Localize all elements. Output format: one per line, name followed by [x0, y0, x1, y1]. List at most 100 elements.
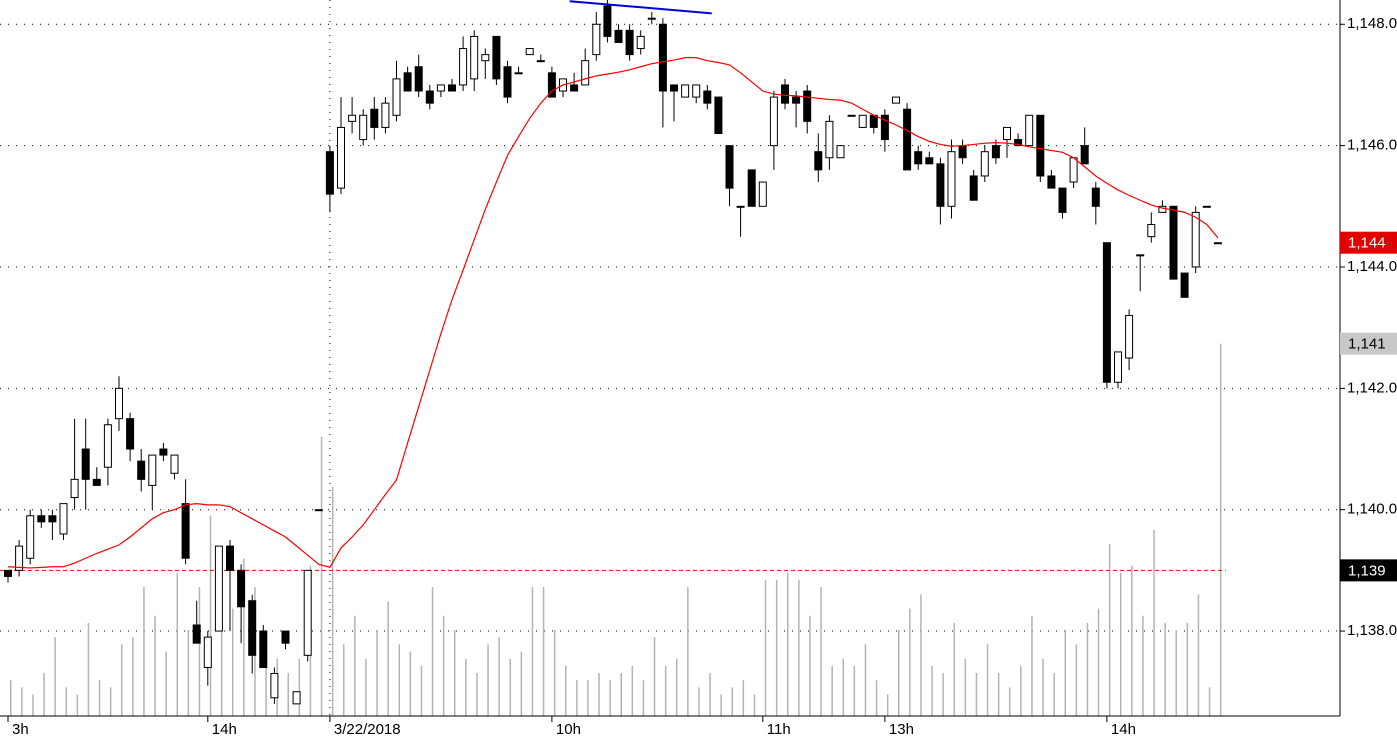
candle-body	[747, 169, 756, 207]
volume-bar	[1153, 529, 1155, 716]
volume-bar	[154, 615, 156, 716]
candle-body	[1047, 175, 1056, 189]
x-tick-label: 10h	[556, 721, 581, 738]
y-tick-label: 1,144.0	[1347, 258, 1397, 275]
volume-bar	[997, 673, 1000, 716]
volume-bar	[664, 665, 667, 716]
volume-bar	[65, 687, 67, 716]
volume-bar	[165, 651, 167, 716]
volume-bar	[709, 673, 711, 716]
candle-body	[703, 90, 712, 104]
candle-body	[1147, 224, 1156, 238]
candle-body	[15, 545, 24, 571]
candle-body	[270, 673, 279, 699]
volume-bar	[454, 630, 456, 716]
candle-body	[1091, 187, 1100, 207]
candle-body	[1080, 145, 1089, 165]
candle-body	[670, 84, 678, 92]
volume-bar	[731, 687, 733, 716]
volume-bar	[787, 572, 789, 716]
volume-bar	[853, 665, 856, 716]
candle-body	[192, 624, 201, 644]
candle-body	[159, 448, 168, 456]
candle-body	[980, 151, 989, 177]
candle-body	[825, 120, 834, 159]
candle-body	[92, 478, 101, 486]
volume-bar	[132, 637, 134, 716]
candle-body	[1069, 157, 1078, 183]
candle-body	[925, 157, 934, 165]
volume-bar	[1120, 572, 1122, 716]
volume-bar	[298, 658, 301, 716]
volume-bar	[1064, 630, 1066, 716]
candle-body	[403, 72, 412, 92]
volume-bar	[1042, 658, 1044, 716]
candle-body	[1014, 139, 1023, 147]
volume-bar	[775, 579, 778, 716]
volume-bar	[920, 594, 922, 716]
volume-bar	[587, 680, 589, 716]
candle-body	[48, 515, 57, 523]
volume-bar	[287, 673, 289, 716]
candle-body	[481, 54, 490, 62]
candle-body	[880, 114, 889, 141]
volume-bar	[542, 587, 545, 716]
volume-bar	[121, 644, 123, 716]
volume-bar	[553, 630, 556, 716]
candle-body	[914, 151, 923, 165]
volume-bar	[864, 644, 867, 716]
volume-bar	[1053, 673, 1055, 716]
candle-body	[81, 448, 90, 480]
volume-bar	[87, 622, 90, 716]
volume-bar	[398, 644, 400, 716]
volume-bar	[875, 680, 878, 716]
candle-body	[769, 96, 778, 147]
candle-body	[647, 17, 656, 20]
volume-bar	[1086, 622, 1089, 716]
x-tick-label: 14h	[212, 721, 237, 738]
volume-bar	[764, 579, 767, 716]
volume-bar	[476, 673, 478, 716]
candle-body	[392, 78, 401, 116]
volume-bar	[576, 680, 578, 716]
volume-bar	[942, 673, 944, 716]
candle-body	[503, 66, 512, 98]
volume-bar	[698, 687, 700, 716]
volume-bar	[820, 587, 822, 716]
volume-bar	[886, 694, 889, 716]
volume-bar	[687, 587, 689, 716]
x-tick-label: 14h	[1111, 721, 1136, 738]
candle-body	[370, 108, 379, 128]
volume-bar	[909, 608, 911, 716]
volume-bar	[798, 579, 800, 716]
x-tick-label: 3/22/2018	[334, 721, 401, 738]
candle-body	[459, 48, 468, 86]
volume-bar	[831, 665, 833, 716]
volume-bar	[376, 630, 378, 716]
candle-body	[214, 545, 223, 632]
candle-body	[692, 84, 701, 98]
volume-bar	[1009, 687, 1011, 716]
volume-bar	[1164, 622, 1166, 716]
volume-bar	[953, 622, 955, 716]
volume-bar	[509, 658, 511, 716]
volume-bar	[1197, 594, 1200, 716]
candle-body	[381, 102, 390, 128]
trendline	[569, 0, 712, 15]
volume-bar	[187, 630, 190, 716]
candle-body	[37, 515, 46, 523]
volume-bar	[387, 601, 389, 716]
volume-bar	[143, 587, 145, 716]
volume-bar	[642, 680, 645, 716]
volume-bar	[1097, 608, 1100, 716]
volume-bar	[1031, 615, 1033, 716]
candle-body	[1136, 254, 1145, 257]
candle-body	[292, 691, 301, 705]
reference-box	[1340, 559, 1397, 582]
volume-bar	[598, 673, 600, 716]
volume-bar	[98, 680, 101, 716]
candle-body	[414, 66, 423, 92]
candle-body	[325, 151, 334, 195]
volume-bar	[1108, 544, 1111, 716]
volume-bar	[220, 601, 223, 716]
